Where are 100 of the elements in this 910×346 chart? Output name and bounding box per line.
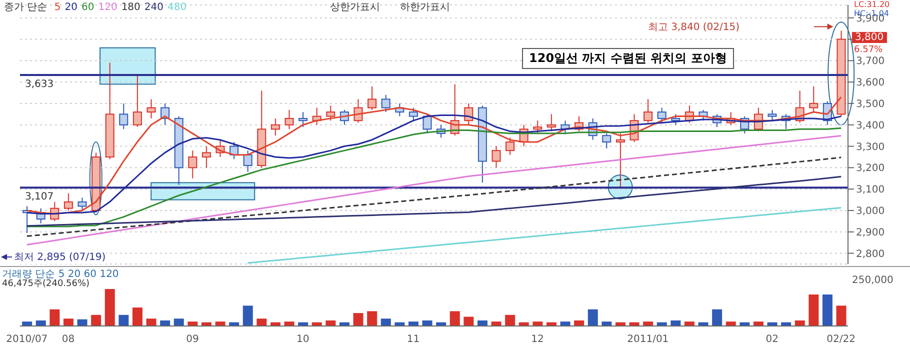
candlestick — [298, 112, 308, 128]
x-tick-label: 2010/07 — [6, 334, 48, 345]
bar — [63, 318, 74, 326]
x-tick-label: 02 — [766, 334, 778, 345]
annotation: 46,475주(240.56%) — [2, 278, 90, 290]
candlestick — [381, 94, 390, 113]
bar — [450, 311, 460, 326]
x-tick-label: 10 — [296, 334, 310, 345]
candlestick — [464, 102, 474, 126]
candlestick — [533, 120, 542, 134]
bar — [588, 309, 598, 326]
x-tick-label: 08 — [62, 334, 75, 345]
bar — [464, 316, 474, 326]
candlestick — [188, 150, 198, 179]
bar — [753, 322, 764, 326]
bar — [794, 320, 805, 326]
y-tick-label: 3,100 — [856, 184, 885, 196]
ref-line-label: 3,107 — [25, 192, 54, 203]
bar — [284, 322, 294, 326]
x-tick-label: 12 — [531, 334, 544, 345]
candlestick — [368, 86, 377, 110]
x-tick-label: 09 — [186, 334, 199, 345]
text: 20 — [64, 2, 78, 13]
candlestick — [616, 132, 625, 188]
text: LC:31.20 — [854, 0, 890, 9]
bar — [326, 320, 336, 326]
x-tick-label: 2011/01 — [627, 334, 669, 345]
bar — [560, 322, 570, 326]
bar — [160, 320, 170, 326]
annotation: 120일선 까지 수렴된 위치의 포아형 — [522, 48, 734, 69]
bar — [242, 306, 253, 326]
annotation: 상한가표시 — [330, 1, 380, 14]
candlestick — [492, 146, 501, 168]
bar — [477, 320, 488, 326]
chart-title: 거래량 단순 5 20 60 120 — [2, 268, 119, 280]
bar — [188, 322, 198, 326]
candlestick — [78, 197, 87, 211]
bar — [422, 320, 432, 326]
candlestick — [202, 146, 211, 168]
candlestick — [270, 118, 280, 136]
bar — [353, 313, 364, 326]
bar — [146, 318, 156, 326]
candlestick — [602, 132, 612, 149]
candlestick — [671, 114, 680, 126]
text: 120 — [98, 2, 118, 13]
bar — [602, 322, 612, 326]
bar — [380, 318, 391, 326]
bar — [256, 318, 267, 326]
annotation: 하한가표시 — [400, 1, 450, 14]
y-tick-label: 3,400 — [856, 120, 885, 132]
x-tick-label: 02/22 — [826, 334, 856, 345]
candlestick — [146, 98, 156, 119]
bar — [684, 322, 694, 326]
x-tick-label: 11 — [406, 334, 420, 345]
line-series — [26, 156, 842, 237]
text: 180 — [121, 2, 140, 13]
bar — [643, 322, 654, 326]
bar — [808, 294, 819, 326]
bar — [132, 308, 142, 326]
text: 60 — [81, 2, 94, 13]
candlestick — [243, 150, 252, 172]
y-tick-label: 3,300 — [856, 142, 885, 153]
line-series — [26, 135, 842, 246]
candlestick — [326, 105, 336, 122]
text: 5 — [54, 2, 61, 13]
annotation: 최저 2,895 (07/19) — [14, 250, 106, 264]
bar — [104, 289, 115, 326]
candlestick — [284, 109, 294, 130]
candlestick — [644, 98, 653, 124]
candlestick — [657, 107, 666, 124]
bar — [532, 322, 543, 326]
y-tick-label: 2,800 — [856, 248, 885, 260]
text: HC:-1.04 — [854, 9, 889, 18]
text: 6.57% — [854, 45, 883, 56]
line-series — [246, 206, 842, 264]
candlestick — [64, 192, 73, 211]
y-tick-label: 3,000 — [856, 206, 885, 218]
bar — [50, 309, 60, 326]
candlestick — [408, 107, 418, 122]
bar — [36, 320, 46, 326]
bar — [670, 320, 681, 326]
bar — [367, 311, 378, 326]
bar — [408, 322, 418, 326]
bar — [836, 306, 846, 326]
bar — [505, 314, 516, 326]
ref-line-label: 3,633 — [25, 79, 54, 90]
y-tick-label: 3,200 — [856, 163, 885, 174]
bar — [91, 314, 102, 326]
annotation: 최고 3,840 (02/15) — [648, 20, 740, 34]
candlestick — [546, 114, 556, 132]
candlestick — [506, 137, 515, 156]
bar — [726, 322, 736, 326]
legend-title: 종가 단순 — [4, 2, 48, 13]
text: 3,800 — [852, 32, 887, 44]
bar — [712, 309, 722, 326]
candlestick — [132, 75, 142, 128]
line-series — [26, 176, 842, 227]
y-tick-label: 3,600 — [856, 78, 885, 89]
bar — [22, 322, 32, 326]
y-tick-label: 2,900 — [856, 227, 885, 238]
